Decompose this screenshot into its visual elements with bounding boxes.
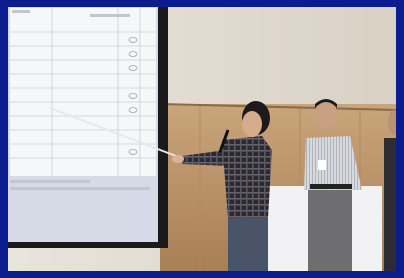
- page: (() => { const data = JSON.parse(documen…: [0, 0, 404, 278]
- photo: [0, 0, 404, 278]
- slide-table: [10, 8, 156, 176]
